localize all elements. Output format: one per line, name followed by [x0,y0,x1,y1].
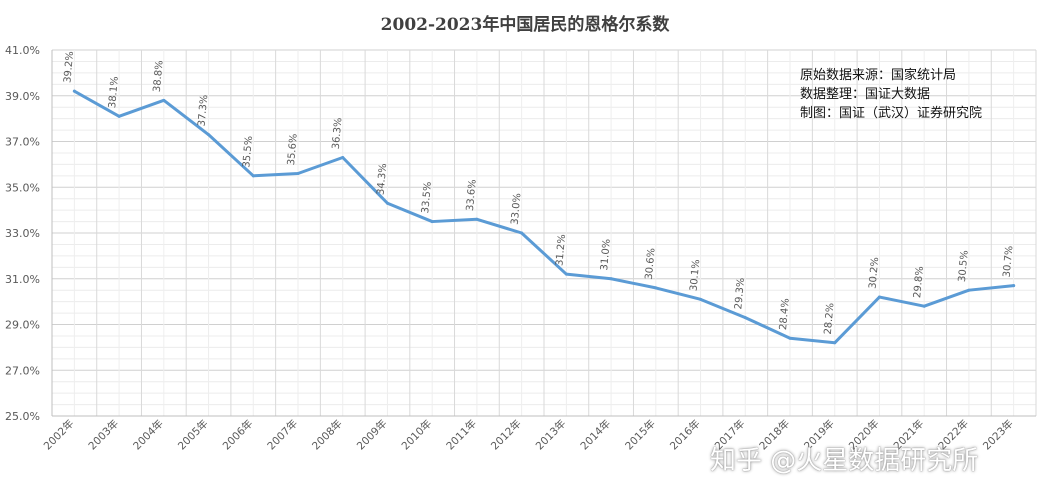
y-tick-label: 33.0% [5,227,40,240]
data-label: 30.7% [1002,245,1016,278]
data-labels: 39.2% 38.1% 38.8% 37.3% 35.5% 35.6% 36.3% 34.3%… [62,51,1015,335]
data-label: 29.8% [912,266,926,299]
data-point [72,89,76,93]
source-note: 原始数据来源：国家统计局 数据整理：国证大数据 制图：国证（武汉）证券研究院 [800,66,982,123]
data-point [296,172,300,176]
data-point [520,231,524,235]
x-tick-label: 2010年 [399,417,435,453]
x-tick-label: 2004年 [130,417,166,453]
data-point [743,316,747,320]
x-tick-label: 2016年 [667,417,703,453]
data-point [341,156,345,160]
x-tick-label: 2002年 [41,417,77,453]
x-tick-label: 2011年 [444,417,480,453]
data-point [475,217,479,221]
grid-lines [51,49,1037,417]
source-line-organizer: 数据整理：国证大数据 [800,87,931,102]
data-point [1012,284,1016,288]
data-label: 30.6% [644,248,658,281]
data-label: 30.2% [867,257,881,290]
data-label: 35.5% [241,135,255,168]
x-tick-label: 2012年 [488,417,524,453]
data-point [207,133,211,137]
chart-title: 2002-2023年中国居民的恩格尔系数 [380,15,670,35]
data-point [699,297,703,301]
data-label: 31.2% [554,234,568,267]
data-point [609,277,613,281]
y-tick-label: 37.0% [5,136,40,149]
y-tick-label: 25.0% [5,410,40,423]
x-tick-label: 2015年 [622,417,658,453]
data-point [162,98,166,102]
data-label: 38.1% [107,76,121,109]
series-line [72,89,1016,345]
x-tick-label: 2006年 [220,417,256,453]
data-point [833,341,837,345]
data-label: 28.2% [823,302,837,335]
data-label: 28.4% [778,298,792,331]
data-point [788,336,792,340]
watermark: 知乎 @火星数据研究所 [710,446,979,476]
data-point [385,201,389,205]
y-tick-label: 31.0% [5,273,40,286]
data-label: 29.3% [733,277,747,310]
data-label: 31.0% [599,238,613,271]
y-tick-label: 39.0% [5,90,40,103]
y-tick-label: 41.0% [5,44,40,57]
data-label: 34.3% [375,163,389,196]
x-tick-label: 2009年 [354,417,390,453]
data-label: 35.6% [286,133,300,166]
data-label: 37.3% [197,94,211,127]
y-tick-label: 35.0% [5,181,40,194]
y-axis-ticks: 41.0% 39.0% 37.0% 35.0% 33.0% 31.0% 29.0% 27.0%… [5,44,40,423]
y-tick-label: 27.0% [5,364,40,377]
data-label: 33.0% [510,193,524,226]
data-label: 30.5% [957,250,971,283]
x-tick-label: 2013年 [533,417,569,453]
source-line-data: 原始数据来源：国家统计局 [800,68,957,83]
series-path [72,89,1016,345]
x-tick-label: 2014年 [578,417,614,453]
data-point [430,220,434,224]
data-point [654,286,658,290]
source-line-chart-by: 制图：国证（武汉）证券研究院 [800,106,983,121]
data-point [564,272,568,276]
x-tick-label: 2003年 [86,417,122,453]
data-point [251,174,255,178]
data-label: 33.6% [465,179,479,212]
data-label: 38.8% [152,60,166,93]
data-label: 36.3% [331,117,345,150]
x-tick-label: 2007年 [265,417,301,453]
data-label: 30.1% [689,259,703,292]
y-tick-label: 29.0% [5,319,40,332]
data-label: 33.5% [420,181,434,214]
data-point [877,295,881,299]
data-label: 39.2% [62,51,76,84]
x-tick-label: 2023年 [980,417,1016,453]
data-point [967,288,971,292]
data-point [922,304,926,308]
x-tick-label: 2005年 [175,417,211,453]
data-point [117,114,121,118]
x-tick-label: 2008年 [309,417,345,453]
